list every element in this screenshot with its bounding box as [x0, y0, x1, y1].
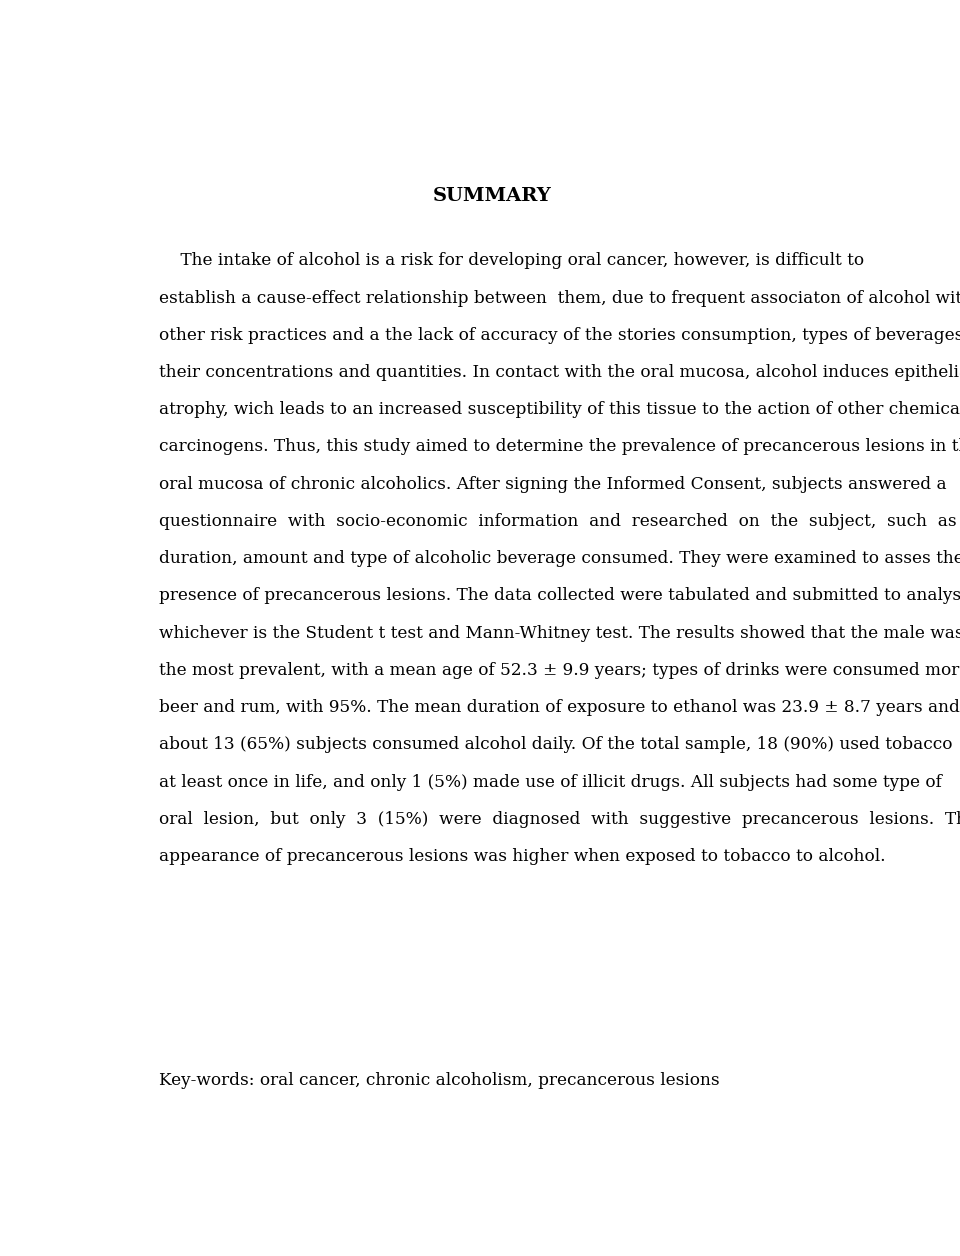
Text: presence of precancerous lesions. The data collected were tabulated and submitte: presence of precancerous lesions. The da…	[158, 588, 960, 604]
Text: oral  lesion,  but  only  3  (15%)  were  diagnosed  with  suggestive  precancer: oral lesion, but only 3 (15%) were diagn…	[158, 811, 960, 828]
Text: SUMMARY: SUMMARY	[433, 187, 551, 206]
Text: their concentrations and quantities. In contact with the oral mucosa, alcohol in: their concentrations and quantities. In …	[158, 364, 960, 381]
Text: carcinogens. Thus, this study aimed to determine the prevalence of precancerous : carcinogens. Thus, this study aimed to d…	[158, 438, 960, 456]
Text: Key-words: oral cancer, chronic alcoholism, precancerous lesions: Key-words: oral cancer, chronic alcoholi…	[158, 1071, 719, 1089]
Text: questionnaire  with  socio-economic  information  and  researched  on  the  subj: questionnaire with socio-economic inform…	[158, 512, 956, 530]
Text: whichever is the Student t test and Mann-Whitney test. The results showed that t: whichever is the Student t test and Mann…	[158, 624, 960, 642]
Text: beer and rum, with 95%. The mean duration of exposure to ethanol was 23.9 ± 8.7 : beer and rum, with 95%. The mean duratio…	[158, 700, 960, 716]
Text: duration, amount and type of alcoholic beverage consumed. They were examined to : duration, amount and type of alcoholic b…	[158, 550, 960, 568]
Text: oral mucosa of chronic alcoholics. After signing the Informed Consent, subjects : oral mucosa of chronic alcoholics. After…	[158, 476, 947, 492]
Text: The intake of alcohol is a risk for developing oral cancer, however, is difficul: The intake of alcohol is a risk for deve…	[158, 252, 864, 269]
Text: atrophy, wich leads to an increased susceptibility of this tissue to the action : atrophy, wich leads to an increased susc…	[158, 401, 960, 418]
Text: appearance of precancerous lesions was higher when exposed to tobacco to alcohol: appearance of precancerous lesions was h…	[158, 848, 885, 865]
Text: the most prevalent, with a mean age of 52.3 ± 9.9 years; types of drinks were co: the most prevalent, with a mean age of 5…	[158, 662, 960, 678]
Text: other risk practices and a the lack of accuracy of the stories consumption, type: other risk practices and a the lack of a…	[158, 327, 960, 344]
Text: at least once in life, and only 1 (5%) made use of illicit drugs. All subjects h: at least once in life, and only 1 (5%) m…	[158, 774, 942, 790]
Text: establish a cause-effect relationship between  them, due to frequent associaton : establish a cause-effect relationship be…	[158, 289, 960, 306]
Text: about 13 (65%) subjects consumed alcohol daily. Of the total sample, 18 (90%) us: about 13 (65%) subjects consumed alcohol…	[158, 736, 952, 754]
